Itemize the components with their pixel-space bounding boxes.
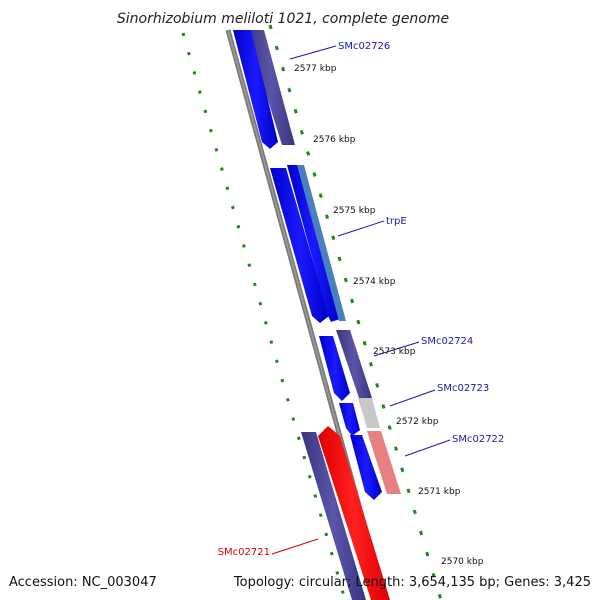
gene-block-blue-c[interactable] [319, 336, 350, 401]
tick-label: 2570 kbp [441, 557, 484, 567]
gene-smc02721-arrow[interactable] [318, 426, 390, 600]
gene-smc02723-arrow[interactable] [358, 398, 380, 428]
gene-smc02726-arrow[interactable] [246, 30, 295, 145]
gene-label-smc02723[interactable]: SMc02723 [437, 383, 489, 394]
gene-block-blue-b[interactable] [287, 165, 340, 322]
accession-text: Accession: NC_003047 [9, 575, 157, 590]
genome-summary-text: Topology: circular; Length: 3,654,135 bp… [233, 575, 591, 590]
tick-label: 2575 kbp [333, 206, 376, 216]
gene-label-trpe[interactable]: trpE [386, 216, 407, 227]
gene-block-slate-f[interactable] [301, 432, 366, 600]
tick-label: 2574 kbp [353, 277, 396, 287]
gene-smc02725-arrow[interactable] [233, 30, 278, 149]
gene-label-leaders [271, 45, 451, 555]
gene-labels: SMc02726 trpE SMc02724 SMc02723 SMc02722… [218, 41, 505, 558]
gene-block-blue-e[interactable] [350, 435, 382, 500]
tick-label: 2576 kbp [313, 135, 356, 145]
gene-block-blue-d[interactable] [339, 403, 360, 436]
gene-smc02722-arrow[interactable] [367, 431, 401, 494]
gene-trpe-arrow[interactable] [297, 165, 346, 321]
gene-label-smc02721[interactable]: SMc02721 [218, 547, 270, 558]
tick-label: 2573 kbp [373, 347, 416, 357]
gene-label-smc02724[interactable]: SMc02724 [421, 336, 473, 347]
tick-label: 2577 kbp [294, 64, 337, 74]
tick-label: 2572 kbp [396, 417, 439, 427]
feature-track [233, 30, 401, 600]
gene-smc02724-arrow[interactable] [336, 330, 372, 398]
tick-labels: 2577 kbp 2576 kbp 2575 kbp 2574 kbp 2573… [294, 64, 484, 567]
map-title: Sinorhizobium meliloti 1021, complete ge… [117, 11, 449, 27]
gene-block-blue-a[interactable] [270, 168, 329, 323]
gene-label-smc02722[interactable]: SMc02722 [452, 434, 504, 445]
tick-label: 2571 kbp [418, 487, 461, 497]
gene-label-smc02726[interactable]: SMc02726 [338, 41, 390, 52]
